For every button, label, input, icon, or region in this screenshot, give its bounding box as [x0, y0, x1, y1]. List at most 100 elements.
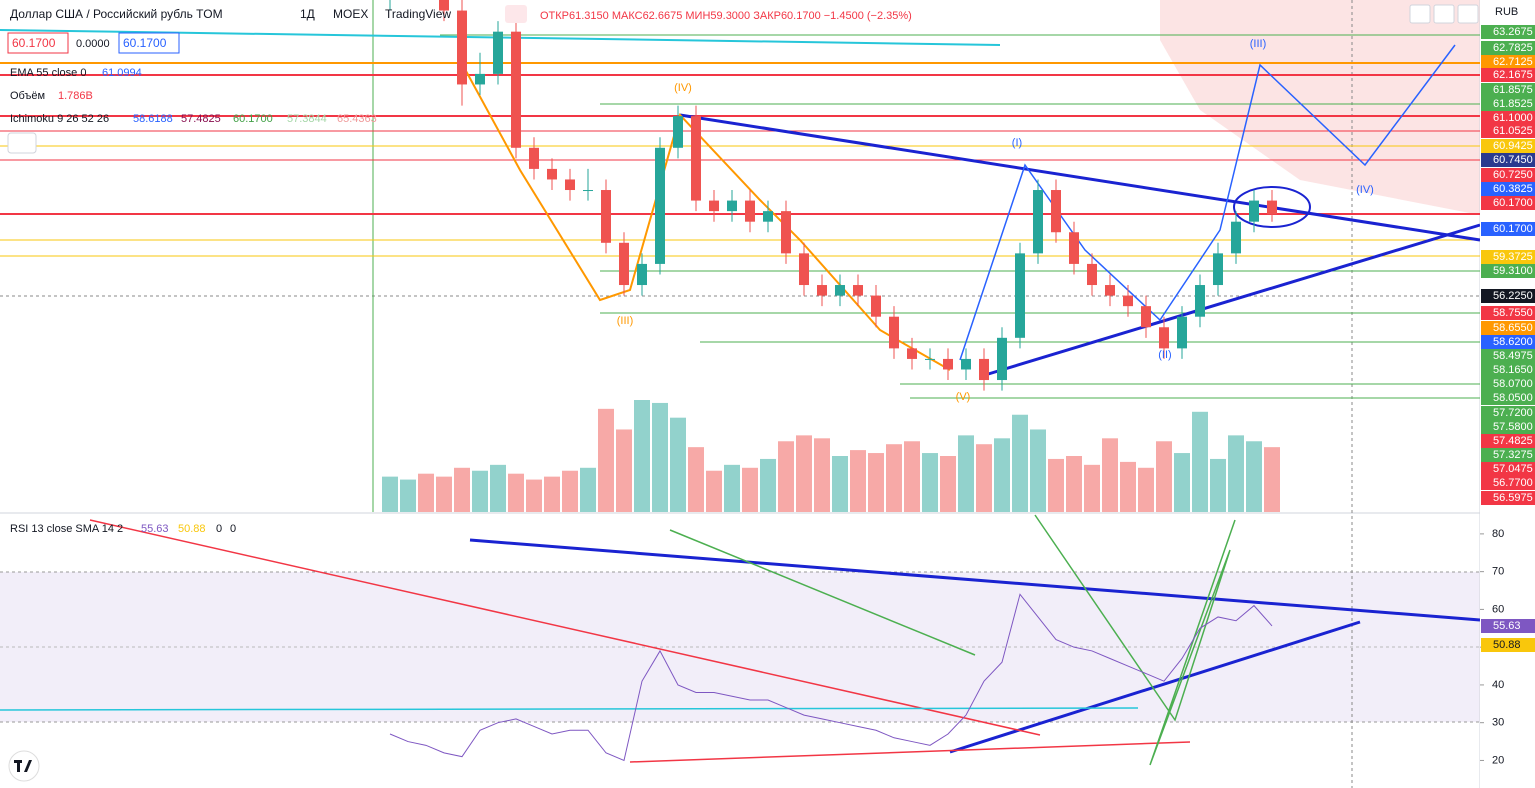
ichimoku-value: 57.4825 — [181, 113, 221, 125]
trend-line — [984, 223, 1481, 377]
volume-value: 1.786B — [58, 90, 93, 102]
price-label: 60.7250 — [1493, 169, 1533, 181]
price-label-bg — [1481, 448, 1535, 462]
rsi-line — [389, 593, 1273, 762]
wave-label: (II) — [1158, 349, 1171, 361]
candle-body — [1015, 253, 1025, 338]
volume-bar — [760, 458, 776, 512]
candle-body — [547, 168, 557, 180]
candle-body — [529, 147, 539, 169]
price-label: 61.0525 — [1493, 125, 1533, 137]
candle-body — [1123, 295, 1133, 307]
currency: RUB — [1495, 6, 1518, 18]
price-label-bg — [1481, 420, 1535, 434]
price-label-bg — [1481, 97, 1535, 111]
candle-body — [601, 190, 611, 243]
price-label-bg — [1481, 168, 1535, 182]
candle-body — [691, 116, 701, 201]
scroll-button[interactable] — [1457, 4, 1479, 24]
candle-body — [1105, 285, 1115, 296]
interval: 1Д — [300, 7, 315, 21]
exchange: MOEX — [333, 7, 368, 21]
candle-body — [1069, 232, 1079, 264]
candle-body — [1141, 306, 1151, 328]
price-label: 62.7825 — [1493, 42, 1533, 54]
wave-label: (V) — [956, 391, 971, 403]
collapse-button[interactable] — [7, 132, 37, 154]
price-label: 59.3100 — [1493, 265, 1533, 277]
sell-box[interactable] — [7, 32, 69, 54]
trend-line — [679, 113, 1481, 242]
price-label-bg — [1481, 391, 1535, 405]
price-label-bg — [1481, 377, 1535, 391]
candle-body — [1177, 316, 1187, 349]
candle-body — [907, 348, 917, 359]
price-label-bg — [1481, 250, 1535, 264]
price-label-bg — [1481, 289, 1535, 303]
volume-bar — [1066, 456, 1082, 512]
volume-bar — [454, 467, 470, 512]
scroll-button[interactable] — [1433, 4, 1455, 24]
rsi-trend-line — [89, 519, 1041, 736]
volume-bar — [886, 444, 902, 512]
candles — [382, 0, 1280, 762]
price-label-bg — [1481, 139, 1535, 153]
candle-body — [961, 358, 971, 370]
candle-body — [1033, 190, 1043, 254]
wave-line — [959, 44, 1456, 361]
volume-bar — [670, 417, 686, 512]
candle-body — [817, 285, 827, 296]
volume-bar — [472, 470, 488, 512]
volume-bar — [778, 441, 794, 512]
price-label: 60.1700 — [1493, 223, 1533, 235]
rsi-tick-label: 40 — [1492, 679, 1504, 691]
volume-bar — [1120, 461, 1136, 512]
candle-body — [637, 263, 647, 286]
volume-bar — [940, 456, 956, 512]
volume-bar — [598, 408, 614, 512]
wave-label: (IV) — [1356, 184, 1374, 196]
price-label: 58.4975 — [1493, 350, 1533, 362]
candle-body — [745, 200, 755, 222]
price-label: 57.0475 — [1493, 463, 1533, 475]
candle-body — [475, 73, 485, 85]
price-label-bg — [1481, 491, 1535, 505]
volume-bar — [1246, 441, 1262, 512]
volume-bar — [1012, 414, 1028, 512]
candle-body — [763, 211, 773, 222]
ichimoku-value: 58.6188 — [133, 113, 173, 125]
price-label-bg — [1481, 83, 1535, 97]
price-label-bg — [1481, 476, 1535, 490]
candle-body — [925, 358, 935, 360]
price-label-bg — [1481, 462, 1535, 476]
volume-bar — [652, 402, 668, 512]
volume-bar — [994, 438, 1010, 512]
volume-bar — [544, 476, 560, 512]
candle-body — [709, 200, 719, 212]
volume-bar — [1084, 464, 1100, 512]
buy-box[interactable] — [118, 32, 180, 54]
candle-body — [1249, 200, 1259, 222]
candle-body — [619, 242, 629, 286]
candle-body — [1195, 285, 1205, 317]
scroll-button[interactable] — [1409, 4, 1431, 24]
volume-bar — [562, 470, 578, 512]
candle-body — [1213, 253, 1223, 286]
price-label: 60.3825 — [1493, 183, 1533, 195]
candle-body — [1159, 327, 1169, 349]
price-label: 57.3275 — [1493, 449, 1533, 461]
indicator-button[interactable] — [505, 5, 527, 23]
logo — [8, 750, 40, 782]
price-label: 57.7200 — [1493, 407, 1533, 419]
ema-legend: EMA 55 close 0 — [10, 67, 86, 79]
volume-bar — [580, 467, 596, 512]
rsi-tick-label: 80 — [1492, 528, 1504, 540]
wave-label: (I) — [1012, 137, 1022, 149]
volume-bar — [904, 441, 920, 512]
price-label: 58.0500 — [1493, 392, 1533, 404]
volume-bar — [526, 479, 542, 512]
volume-bar — [382, 476, 398, 512]
rsi-tick-label: 60 — [1492, 603, 1504, 615]
price-label-bg — [1481, 222, 1535, 236]
